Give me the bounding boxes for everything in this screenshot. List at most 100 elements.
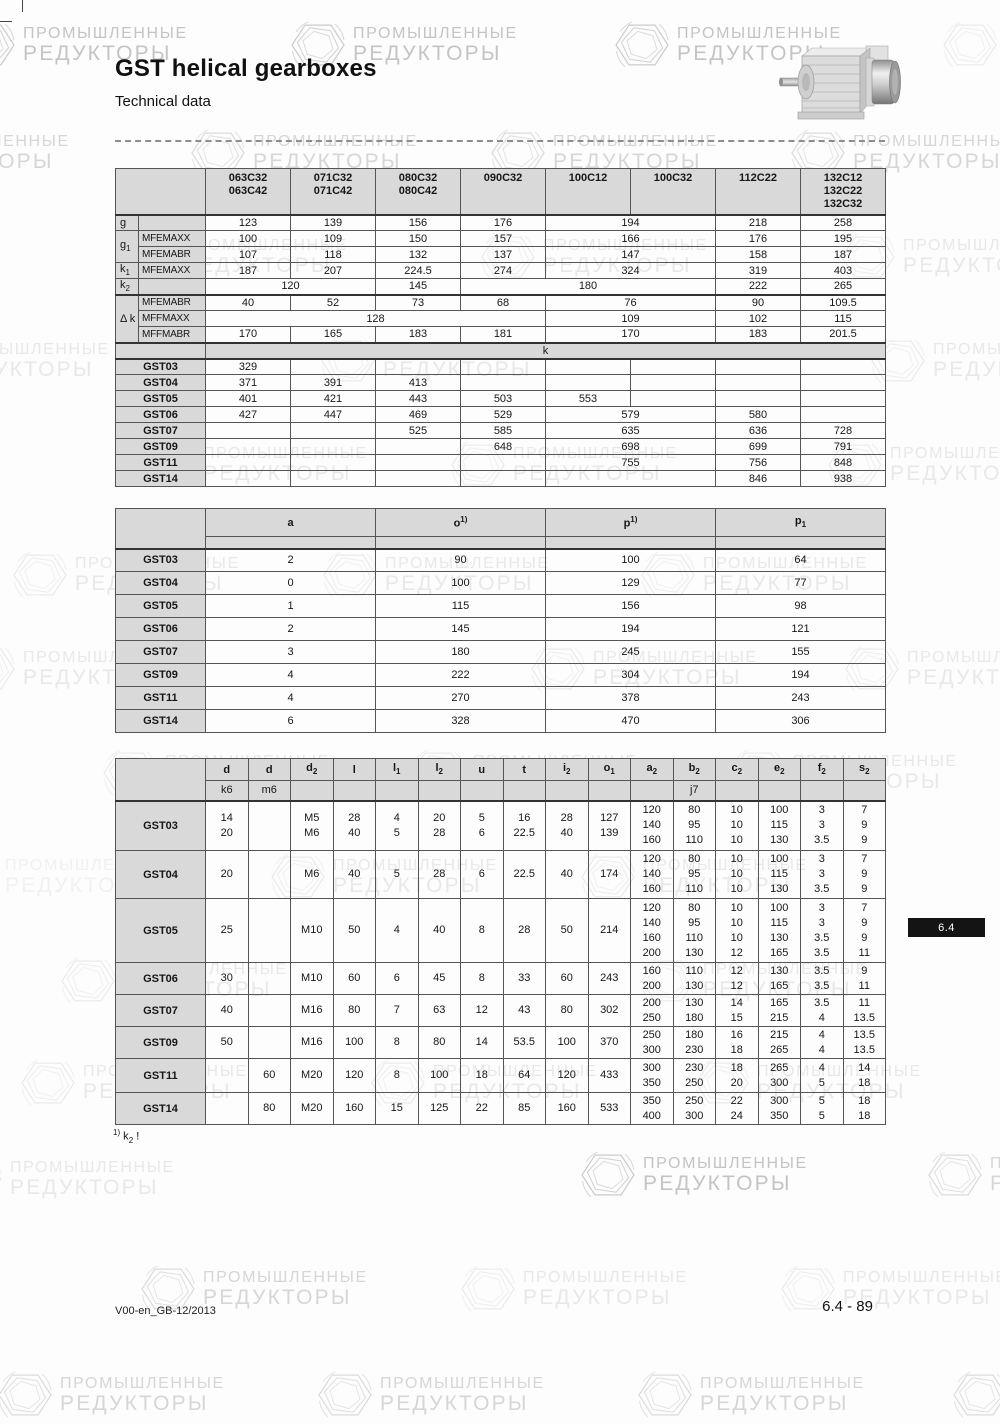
column-header: 132C12 132C22 132C32	[800, 168, 886, 215]
table-cell	[205, 454, 291, 471]
table-cell: M5 M6	[290, 799, 334, 851]
table-cell: 200 250	[630, 994, 674, 1027]
table-row: GST14 6 328 470 306	[115, 709, 886, 733]
table-cell: 306	[715, 709, 886, 733]
table-cell: 166	[545, 230, 716, 247]
row-label: GST11	[115, 686, 206, 710]
table-cell: 120	[205, 278, 376, 295]
table-cell: 580	[715, 406, 801, 423]
table-cell: 109	[545, 310, 716, 327]
sub-header	[205, 536, 376, 549]
shaft-offset-table: a o1) p1) p1 GST03 2 90 100 64 GST04 0 100 129 77 GST0…	[115, 508, 886, 733]
hexagon-swirl-icon	[61, 957, 115, 1004]
table-row: GST09 648 698 699 791	[115, 438, 886, 455]
table-row: GST05 1 115 156 98	[115, 594, 886, 618]
table-cell: 120 140 160	[630, 850, 674, 899]
table-cell: 18	[460, 1058, 504, 1093]
table-cell: 194	[715, 663, 886, 687]
hexagon-swirl-icon	[638, 1371, 692, 1418]
column-header: 063C32 063C42	[205, 168, 291, 215]
table-cell: 222	[375, 663, 546, 687]
table-cell: 319	[715, 262, 801, 279]
table-cell: 80	[545, 994, 589, 1027]
table-cell: 6	[460, 850, 504, 899]
table-cell: 68	[460, 293, 546, 311]
table-cell: 529	[460, 406, 546, 423]
table-cell	[290, 454, 376, 471]
table-cell: 109.5	[800, 293, 886, 311]
table-cell: 10 10 10 12	[715, 898, 759, 963]
table-cell: 64	[715, 547, 886, 572]
table-cell: 64	[502, 1058, 546, 1093]
corner-cell	[115, 758, 206, 801]
table-cell: 80	[247, 1092, 291, 1125]
table-row: k6 m6 j7	[116, 780, 886, 801]
table-cell: 40	[417, 898, 461, 963]
table-cell	[290, 422, 376, 439]
table-cell: 129	[545, 571, 716, 595]
column-header: l2	[417, 758, 461, 781]
row-label: GST07	[115, 640, 206, 664]
table-cell: 100	[417, 1058, 461, 1093]
column-header: f2	[800, 758, 844, 781]
table-cell	[205, 422, 291, 439]
table-cell	[800, 374, 886, 391]
table-cell: 147	[545, 246, 716, 263]
table-row: GST05 401 421 443 503 553	[115, 390, 886, 407]
section-tab: 6.4	[908, 918, 985, 937]
column-header: o1)	[375, 508, 546, 537]
row-label: GST03	[115, 547, 206, 572]
table-cell: 371	[205, 374, 291, 391]
table-cell: 50	[545, 898, 589, 963]
table-cell: 6	[375, 962, 419, 995]
table-cell: 118	[290, 246, 376, 263]
table-cell: 3.5 4	[800, 994, 844, 1027]
table-cell: 14 20	[205, 799, 249, 851]
table-cell: M16	[290, 994, 334, 1027]
table-row: d d d2 l l1 l2 u t i2 o1 a2 b2 c2 e2 f2 s2	[115, 758, 886, 801]
row-label: GST03	[115, 357, 206, 375]
row-label: GST11	[115, 454, 206, 471]
table-cell: 60	[545, 962, 589, 995]
sub-header: k6	[205, 780, 249, 801]
table-cell: 109	[290, 230, 376, 247]
table-cell	[290, 470, 376, 487]
table-cell: 176	[460, 213, 546, 231]
table-cell: 120	[332, 1058, 376, 1093]
table-cell	[205, 1092, 249, 1125]
table-cell: 28	[417, 850, 461, 899]
hexagon-swirl-icon	[0, 23, 15, 66]
table-cell: 28 40	[545, 799, 589, 851]
corner-cell	[115, 508, 206, 549]
table-cell: 60	[332, 962, 376, 995]
table-row	[116, 536, 886, 549]
table-cell: 12 12	[715, 962, 759, 995]
row-group-label: k1	[115, 262, 139, 279]
table-cell: 433	[587, 1058, 631, 1093]
table-cell: 45	[417, 962, 461, 995]
table-cell: 165 215	[757, 994, 801, 1027]
table-cell: 176	[715, 230, 801, 247]
table-body: a o1) p1) p1 GST03 2 90 100 64 GST04 0 100 129 77 GST0…	[115, 508, 886, 733]
table-cell: 40	[332, 850, 376, 899]
table-row: GST09 50 M16 100 8 80 14 53.5 100 370 250 300 180 230…	[115, 1026, 886, 1059]
table-cell: 755	[545, 454, 716, 471]
table-cell: 100	[545, 547, 716, 572]
table-cell: 447	[290, 406, 376, 423]
table-cell: 846	[715, 470, 801, 487]
table-cell: 2	[205, 547, 376, 572]
table-cell: 16 18	[715, 1026, 759, 1059]
table-cell: 100	[332, 1026, 376, 1059]
hexagon-swirl-icon	[318, 1371, 372, 1418]
table-cell: 80 95 110	[672, 850, 716, 899]
table-cell: 8	[375, 1026, 419, 1059]
table-cell	[630, 357, 716, 375]
table-cell: 699	[715, 438, 801, 455]
